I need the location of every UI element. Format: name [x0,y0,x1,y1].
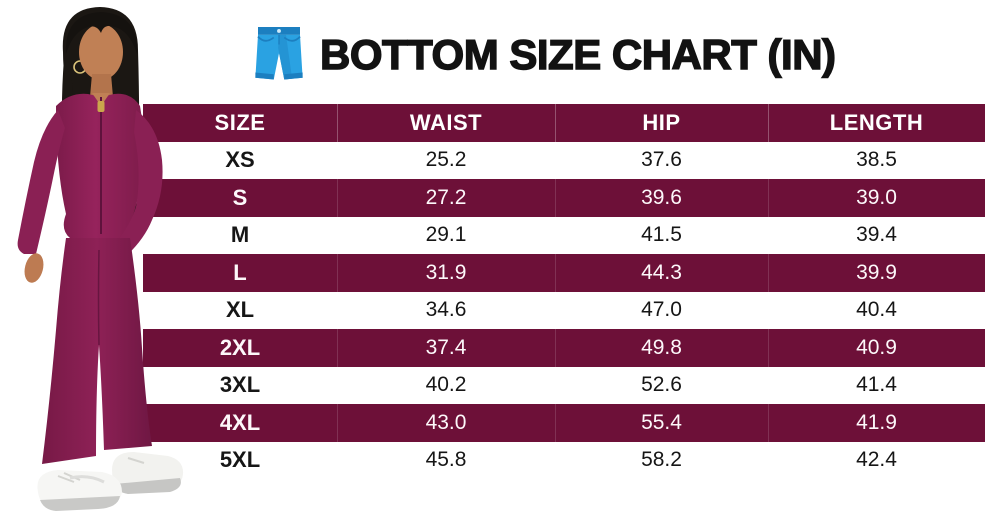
value-cell: 44.3 [555,254,768,292]
value-cell: 38.5 [856,148,897,172]
table-row: S 27.2 39.6 39.0 [143,179,985,217]
value-cell: 52.6 [641,373,682,397]
model-pants [42,238,152,464]
table-row: 3XL 40.2 52.6 41.4 [143,366,985,404]
size-label: S [232,184,248,210]
value-cell: 34.6 [425,298,467,322]
table-row: XL 34.6 47.0 40.4 [143,291,985,329]
column-header-size: SIZE [214,109,266,135]
value-cell: 27.2 [337,179,555,217]
size-table-body: XS 25.2 37.6 38.5 S 27.2 39.6 39.0 M 29.1 41.5 39.4… [143,141,985,479]
table-header-row: SIZE WAIST HIP LENGTH [143,104,985,142]
size-label: L [233,259,247,285]
value-cell: 58.2 [641,448,682,472]
value-cell: 55.4 [555,404,768,442]
value-cell: 39.6 [555,179,768,217]
size-label: XL [225,297,255,323]
title-bar: BOTTOM SIZE CHART (IN) [251,22,837,88]
column-header-waist: WAIST [337,104,555,142]
size-label: XS [225,147,255,173]
value-cell: 39.0 [768,179,985,217]
value-cell: 29.1 [425,223,467,247]
zipper-pull-icon [97,101,105,112]
model-face [65,12,138,102]
table-row: 4XL 43.0 55.4 41.9 [143,404,985,442]
size-label: 5XL [219,447,261,473]
table-row: L 31.9 44.3 39.9 [143,254,985,292]
value-cell: 42.4 [856,448,897,472]
model-top [17,93,163,300]
size-label: M [230,222,250,248]
model-hair [61,7,140,259]
value-cell: 40.4 [856,298,897,322]
table-row: 2XL 37.4 49.8 40.9 [143,329,985,367]
table-row: M 29.1 41.5 39.4 [143,216,985,254]
jeans-icon [255,27,303,80]
value-cell: 43.0 [337,404,555,442]
size-label: 2XL [219,334,261,360]
value-cell: 49.8 [555,329,768,367]
size-label: 3XL [219,372,261,398]
value-cell: 39.9 [768,254,985,292]
value-cell: 45.8 [425,448,467,472]
size-label: 4XL [219,409,261,435]
value-cell: 41.9 [768,404,985,442]
value-cell: 41.4 [856,373,897,397]
value-cell: 25.2 [425,148,467,172]
value-cell: 47.0 [641,298,682,322]
column-header-hip: HIP [555,104,768,142]
size-table: SIZE WAIST HIP LENGTH XS 25.2 37.6 38.5 S 27.… [143,104,985,479]
table-row: XS 25.2 37.6 38.5 [143,141,985,179]
value-cell: 31.9 [337,254,555,292]
value-cell: 41.5 [641,223,682,247]
page-title: BOTTOM SIZE CHART (IN) [319,30,836,79]
value-cell: 40.9 [768,329,985,367]
table-row: 5XL 45.8 58.2 42.4 [143,441,985,479]
column-header-length: LENGTH [768,104,985,142]
value-cell: 39.4 [856,223,897,247]
value-cell: 37.6 [641,148,682,172]
value-cell: 37.4 [337,329,555,367]
value-cell: 40.2 [425,373,467,397]
